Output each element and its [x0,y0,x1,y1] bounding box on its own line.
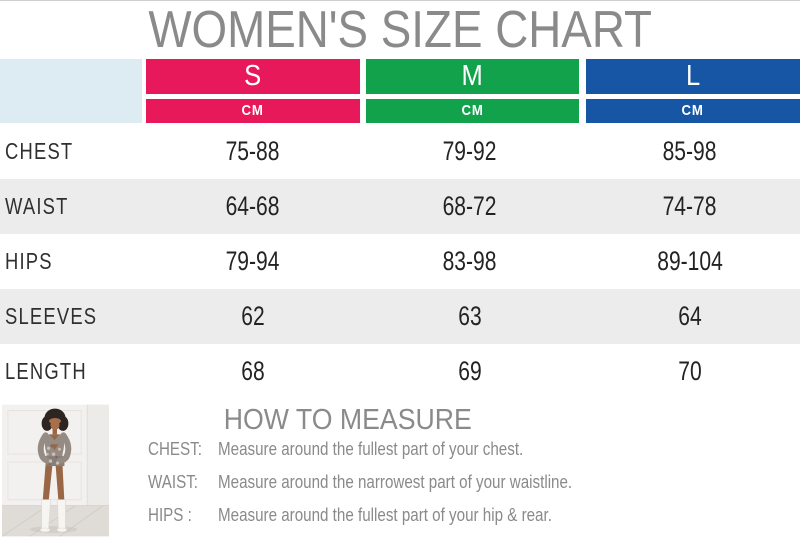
measure-text: Measure around the fullest part of your … [218,504,552,525]
unit-label-m: CM [461,102,484,119]
column-header-l: L CM [586,59,800,123]
size-cell-s: S [146,59,360,94]
cell-length-l: 70 [678,356,702,386]
table-row-waist: WAIST 64-68 68-72 74-78 [0,179,800,234]
unit-label-l: CM [681,102,705,119]
cell-sleeves-m: 63 [458,301,482,331]
unit-cell-s: CM [146,99,360,123]
table-row-sleeves: SLEEVES 62 63 64 [0,289,800,344]
cell-waist-l: 74-78 [663,191,717,221]
cell-length-s: 68 [241,356,265,386]
row-label: SLEEVES [5,303,98,329]
measure-line-chest: CHEST: Measure around the fullest part of… [148,439,650,459]
measure-label: WAIST: [148,471,199,492]
unit-cell-l: CM [586,99,800,123]
measure-label: HIPS : [148,504,192,525]
row-label: WAIST [5,193,69,219]
cell-hips-s: 79-94 [226,246,280,276]
table-row-length: LENGTH 68 69 70 [0,344,800,399]
cell-chest-s: 75-88 [226,136,280,166]
page-title-text: WOMEN'S SIZE CHART [148,1,652,59]
how-to-measure-lines: CHEST: Measure around the fullest part of… [148,439,650,525]
cell-hips-m: 83-98 [443,246,497,276]
unit-label-s: CM [241,102,265,119]
size-cell-m: M [366,59,579,94]
how-to-measure-heading: HOW TO MEASURE [223,404,473,436]
cell-hips-l: 89-104 [657,246,723,276]
table-row-chest: CHEST 75-88 79-92 85-98 [0,124,800,179]
measure-line-waist: WAIST: Measure around the narrowest part … [148,472,650,492]
row-label: HIPS [5,248,53,274]
column-header-m: M CM [366,59,579,123]
measure-text: Measure around the fullest part of your … [218,438,524,459]
cell-chest-m: 79-92 [443,136,497,166]
cell-length-m: 69 [458,356,482,386]
model-photo [2,404,109,537]
table-body: CHEST 75-88 79-92 85-98 WAIST 64-68 68-7… [0,124,800,399]
size-label-m: M [461,60,484,92]
table-corner-cell [0,59,142,123]
cell-waist-s: 64-68 [226,191,280,221]
size-label-l: L [685,60,701,92]
cell-chest-l: 85-98 [663,136,717,166]
page-title: WOMEN'S SIZE CHART [0,1,800,59]
cell-sleeves-s: 62 [241,301,265,331]
unit-cell-m: CM [366,99,579,123]
measure-text: Measure around the narrowest part of you… [218,471,573,492]
size-cell-l: L [586,59,800,94]
measure-line-hips: HIPS : Measure around the fullest part of… [148,505,650,525]
table-header: S CM M CM L CM [0,59,800,123]
size-label-s: S [244,60,262,92]
table-row-hips: HIPS 79-94 83-98 89-104 [0,234,800,289]
column-header-s: S CM [146,59,360,123]
cell-waist-m: 68-72 [443,191,497,221]
measure-label: CHEST: [148,438,202,459]
cell-sleeves-l: 64 [678,301,702,331]
row-label: LENGTH [5,358,87,384]
row-label: CHEST [5,138,74,164]
